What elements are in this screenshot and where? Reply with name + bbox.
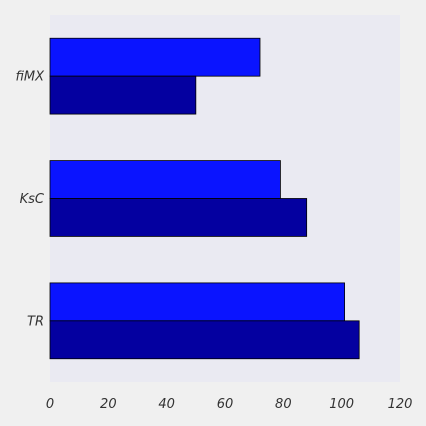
- x-tick-label: 20: [100, 397, 117, 412]
- x-tick-label: 80: [275, 397, 292, 412]
- y-tick-label: KsC: [20, 192, 45, 207]
- bar-fimx-series-2: [49, 75, 197, 115]
- x-tick-label: 60: [217, 397, 234, 412]
- y-tick-label: fiMX: [15, 70, 45, 85]
- y-tick-label: TR: [27, 314, 44, 329]
- bar-fimx-series-1: [49, 37, 261, 77]
- bars-group: [49, 37, 360, 360]
- x-tick-label: 0: [46, 397, 54, 412]
- bar-tr-series-1: [49, 282, 345, 322]
- x-tick-labels: 0 20 40 60 80 100 120: [46, 397, 413, 412]
- bar-ksc-series-2: [49, 198, 308, 237]
- bar-ksc-series-1: [49, 160, 281, 199]
- x-tick-label: 40: [158, 397, 175, 412]
- x-tick-label: 120: [388, 397, 413, 412]
- y-tick-labels: fiMX KsC TR: [15, 70, 45, 330]
- x-tick-label: 100: [329, 397, 354, 412]
- bar-tr-series-2: [49, 320, 360, 360]
